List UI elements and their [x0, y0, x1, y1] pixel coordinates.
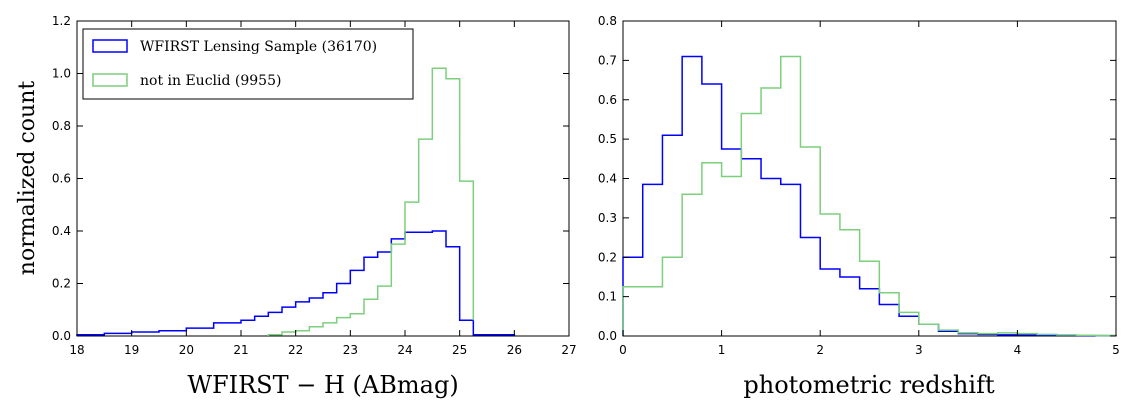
- right-y-ticks: 0.0 0.1 0.2 0.3 0.4 0.5 0.6 0.7 0.8: [598, 14, 1116, 343]
- left-y-tick-label: 1.0: [52, 67, 71, 81]
- left-y-tick-label: 0.0: [52, 329, 71, 343]
- left-y-tick-label: 0.8: [52, 119, 71, 133]
- left-y-axis-title: normalized count: [15, 81, 40, 276]
- left-x-tick-label: 21: [233, 343, 248, 357]
- left-x-tick-label: 25: [452, 343, 467, 357]
- legend-swatch-green: [92, 73, 128, 87]
- right-y-tick-label: 0.3: [598, 211, 617, 225]
- right-series-euclid-line: [622, 55, 1117, 337]
- right-y-tick-label: 0.8: [598, 14, 617, 28]
- right-x-tick-label: 4: [1014, 343, 1022, 357]
- left-x-tick-label: 22: [288, 343, 303, 357]
- left-x-tick-label: 26: [507, 343, 522, 357]
- left-x-tick-label: 27: [561, 343, 576, 357]
- left-chart: 18 19 20 21 22 23 24 25 26 27 0.00.20.40.60.81.01…: [15, 14, 577, 399]
- right-y-tick-label: 0.6: [598, 93, 617, 107]
- legend-swatch-blue: [92, 39, 128, 53]
- right-y-tick-label: 0.2: [598, 250, 617, 264]
- right-x-axis-title: photometric redshift: [743, 371, 995, 399]
- legend-box: [82, 28, 414, 100]
- right-x-tick-label: 0: [619, 343, 627, 357]
- left-y-tick-label: 0.4: [52, 224, 71, 238]
- right-x-tick-label: 2: [816, 343, 824, 357]
- right-y-tick-label: 0.0: [598, 329, 617, 343]
- left-x-tick-label: 23: [343, 343, 358, 357]
- left-y-tick-label: 0.6: [52, 172, 71, 186]
- legend: WFIRST Lensing Sample (36170) not in Euc…: [82, 28, 414, 100]
- legend-label-lensing: WFIRST Lensing Sample (36170): [140, 39, 377, 55]
- right-x-tick-label: 3: [915, 343, 923, 357]
- left-series-lensing-line: [76, 230, 516, 336]
- legend-label-euclid: not in Euclid (9955): [140, 73, 281, 89]
- right-x-tick-label: 5: [1112, 343, 1120, 357]
- left-x-ticks: 18 19 20 21 22 23 24 25 26 27: [69, 21, 577, 357]
- left-series-euclid-line: [267, 67, 475, 336]
- left-x-tick-label: 18: [69, 343, 84, 357]
- right-y-tick-label: 0.4: [598, 172, 617, 186]
- right-y-tick-label: 0.1: [598, 290, 617, 304]
- left-y-tick-label: 1.2: [52, 14, 71, 28]
- right-chart: 0 1 2 3 4 5 0.0 0.1 0.2 0.3 0.4 0.5 0.6 0.7 0.8 photo…: [598, 14, 1120, 399]
- right-x-tick-label: 1: [718, 343, 726, 357]
- right-y-tick-label: 0.7: [598, 53, 617, 67]
- right-x-ticks: 0 1 2 3 4 5: [619, 21, 1120, 357]
- right-series-group: [622, 55, 1117, 337]
- left-x-tick-label: 24: [397, 343, 412, 357]
- left-y-ticks: 0.0 0.2 0.4 0.6 0.8 1.0 1.2: [52, 14, 569, 343]
- left-series-group: [76, 67, 516, 336]
- left-x-axis-title: WFIRST − H (ABmag): [187, 371, 458, 399]
- left-x-tick-label: 19: [124, 343, 139, 357]
- right-y-tick-label: 0.5: [598, 132, 617, 146]
- left-y-tick-label: 0.2: [52, 277, 71, 291]
- right-series-lensing-line: [622, 55, 1117, 337]
- left-x-tick-label: 20: [179, 343, 194, 357]
